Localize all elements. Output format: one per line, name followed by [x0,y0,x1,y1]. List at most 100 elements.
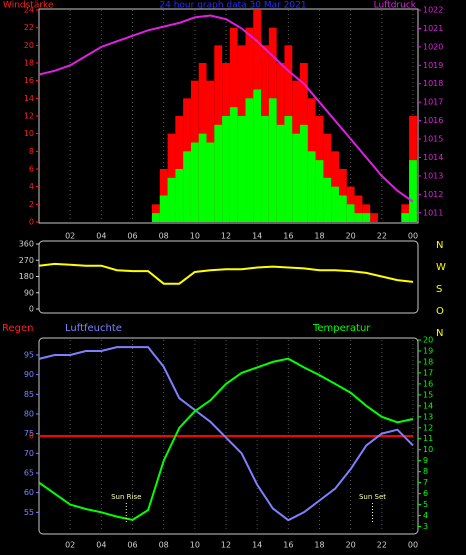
line [38,357,414,521]
x-tick-label: 10 [190,541,200,550]
bar [245,98,254,222]
y2-tick-label: N [436,328,443,339]
bar [362,213,371,222]
bar [261,116,269,222]
y-tick-label: 75 [24,429,34,438]
bar [167,177,176,222]
y2-tick-label: 6 [423,489,428,498]
y2-tick-label: 18 [423,357,433,366]
bar [323,177,332,222]
y2-tick-label: 1012 [423,190,443,199]
y2-tick-label: 7 [423,478,428,487]
y2-tick-label: 16 [423,379,433,388]
bar [331,151,339,222]
annotation: Sun Set [359,493,386,501]
y-tick-label: 18 [24,59,34,68]
line [38,14,414,203]
bar [222,116,230,222]
bar [183,151,191,222]
y-tick-label: 0 [29,218,34,227]
y2-tick-label: 13 [423,412,433,421]
panel-frame [38,240,419,314]
x-tick-label: 12 [221,541,231,550]
y-tick-label: 10 [24,129,34,138]
legend-label: Luftfeuchte [65,323,122,334]
bar [284,116,293,222]
bar [354,195,363,222]
y2-tick-label: 17 [423,368,433,377]
y2-tick-label: 1018 [423,79,443,88]
bar [229,107,238,222]
y-tick-label: 70 [24,449,34,458]
y2-tick-label: 11 [423,434,433,443]
y-tick-label: 85 [24,390,34,399]
y2-tick-label: 8 [423,467,428,476]
bar [315,160,324,222]
bar [346,204,355,222]
y-tick-label: 2 [29,200,34,209]
bar [151,213,160,222]
x-tick-label: 10 [190,232,200,241]
bar [268,98,277,222]
y2-tick-label: 20 [423,336,433,345]
y-tick-label: 90 [24,370,34,379]
bar [190,142,199,222]
y-tick-label: 12 [24,112,34,121]
y2-tick-label: 19 [423,346,433,355]
bar [409,160,417,222]
y2-tick-label: 1015 [423,135,443,144]
y-tick-label: 22 [24,23,34,32]
y2-tick-label: 1020 [423,42,443,51]
bar [338,195,347,222]
y-tick-label: 14 [24,94,34,103]
x-tick-label: 16 [283,232,293,241]
bar [237,116,246,222]
x-tick-label: 12 [221,232,231,241]
x-tick-label: 14 [252,232,262,241]
bar [307,151,316,222]
bar [292,133,301,222]
y-tick-label: 55 [24,508,34,517]
y2-tick-label: S [436,284,442,295]
x-tick-label: 00 [408,541,418,550]
line [38,262,414,285]
annotation: Sun Rise [111,493,141,501]
x-tick-label: 14 [252,541,262,550]
x-tick-label: 02 [65,232,75,241]
bar [362,204,371,222]
y-tick-label: 80 [24,409,34,418]
y-tick-label: 6 [29,165,34,174]
x-tick-label: 16 [283,541,293,550]
y2-tick-label: 1014 [423,153,443,162]
bar [370,213,378,222]
y2-tick-label: 1022 [423,6,443,15]
bar [300,124,308,222]
y-tick-label: 4 [29,182,34,191]
y-tick-label: 20 [24,41,34,50]
x-tick-label: 18 [314,541,324,550]
x-tick-label: 20 [346,232,356,241]
y2-tick-label: 14 [423,401,433,410]
y-tick-label: 90 [24,288,34,297]
bar [214,124,223,222]
bar [175,169,184,222]
y2-tick-label: 9 [423,456,428,465]
y-tick-label: 65 [24,468,34,477]
y2-tick-label: 12 [423,423,433,432]
y-tick-label: 180 [19,272,34,281]
line [38,346,414,522]
y2-axis-label: Luftdruck [374,1,417,11]
bar [198,133,207,222]
y2-tick-label: O [436,306,444,317]
bar [354,213,363,222]
bar [401,204,410,222]
x-tick-label: 04 [96,232,106,241]
y-tick-label: 16 [24,76,34,85]
bar [253,89,262,222]
y2-tick-label: 1011 [423,208,443,217]
x-tick-label: 06 [127,232,137,241]
y3-tick-label: 0 [29,432,34,441]
bar [151,204,160,222]
x-tick-label: 06 [127,541,137,550]
